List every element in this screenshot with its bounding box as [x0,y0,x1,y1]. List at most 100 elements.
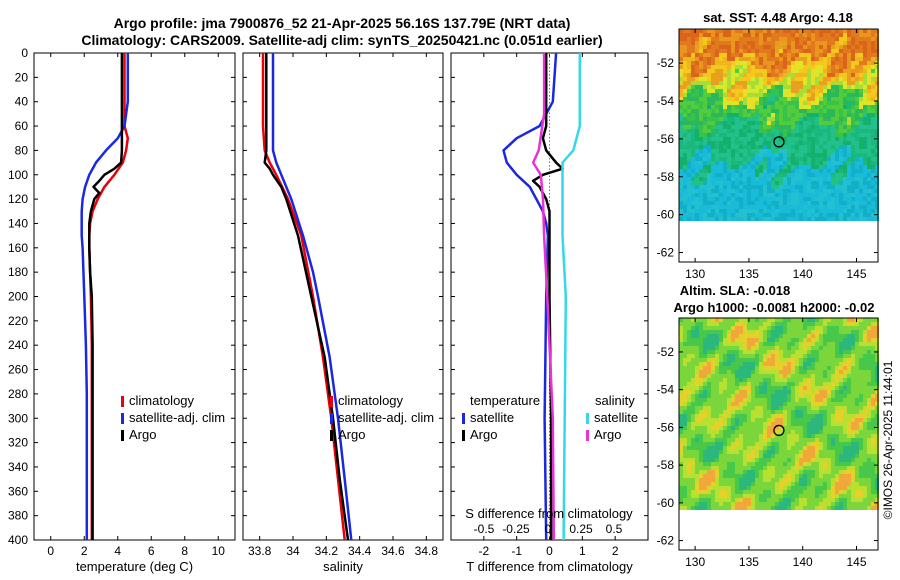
map-cell [835,414,839,418]
map-cell [783,366,787,370]
map-cell [751,157,755,161]
map-cell [871,366,875,370]
map-cell [679,378,683,382]
map-cell [819,137,823,141]
map-cell [867,73,871,77]
map-cell [727,386,731,390]
map-cell [727,438,731,442]
map-cell [727,117,731,121]
map-cell [735,125,739,129]
map-cell [691,141,695,145]
map-cell [835,374,839,378]
map-cell [827,350,831,354]
x-tick-label: 34.6 [381,544,405,558]
map-cell [823,438,827,442]
map-cell [739,390,743,394]
map-cell [827,41,831,45]
map-cell [771,386,775,390]
map-cell [807,117,811,121]
map-cell [791,422,795,426]
map-cell [699,213,703,217]
map-cell [867,129,871,133]
map-cell [875,73,879,77]
map-cell [703,205,707,209]
map-cell [739,494,743,498]
map-cell [799,165,803,169]
map-cell [835,494,839,498]
map-cell [863,97,867,101]
map-cell [795,442,799,446]
map-cell [831,470,835,474]
map-cell [875,209,879,213]
map-cell [819,482,823,486]
map-cell [811,129,815,133]
map-cell [783,398,787,402]
map-cell [823,33,827,37]
map-cell [783,137,787,141]
map-cell [819,29,823,33]
map-cell [703,442,707,446]
map-cell [799,466,803,470]
map-cell [775,398,779,402]
map-cell [871,322,875,326]
map-cell [823,446,827,450]
map-cell [771,201,775,205]
map-cell [707,414,711,418]
map-cell [779,205,783,209]
map-cell [839,394,843,398]
map-cell [727,49,731,53]
map-cell [767,406,771,410]
map-cell [859,338,863,342]
map-cell [727,354,731,358]
map-cell [703,390,707,394]
map-cell [743,33,747,37]
map-cell [731,318,735,322]
map-cell [699,470,703,474]
map-cell [735,29,739,33]
map-cell [771,153,775,157]
map-cell [707,185,711,189]
map-cell [683,173,687,177]
map-cell [827,430,831,434]
map-cell [799,418,803,422]
map-cell [715,213,719,217]
map-cell [803,378,807,382]
map-cell [751,41,755,45]
map-cell [843,398,847,402]
map-cell [683,149,687,153]
map-cell [731,105,735,109]
map-cell [731,101,735,105]
map-cell [743,65,747,69]
map-cell [819,322,823,326]
map-cell [823,394,827,398]
map-cell [691,37,695,41]
map-cell [779,450,783,454]
map-cell [835,137,839,141]
map-cell [767,69,771,73]
map-cell [843,113,847,117]
map-cell [827,181,831,185]
map-cell [819,213,823,217]
map-cell [787,338,791,342]
map-cell [711,193,715,197]
map-cell [751,145,755,149]
map-cell [679,494,683,498]
map-cell [751,318,755,322]
map-cell [751,422,755,426]
map-cell [739,105,743,109]
map-cell [751,358,755,362]
main-title-line2: Climatology: CARS2009. Satellite-adj cli… [81,32,602,48]
map-cell [759,378,763,382]
map-cell [875,402,879,406]
map-cell [735,145,739,149]
map-cell [851,338,855,342]
map-cell [767,77,771,81]
map-cell [783,65,787,69]
map-cell [851,478,855,482]
map-cell [847,209,851,213]
map-cell [791,89,795,93]
map-cell [683,330,687,334]
map-cell [847,338,851,342]
map-cell [755,73,759,77]
map-cell [759,185,763,189]
